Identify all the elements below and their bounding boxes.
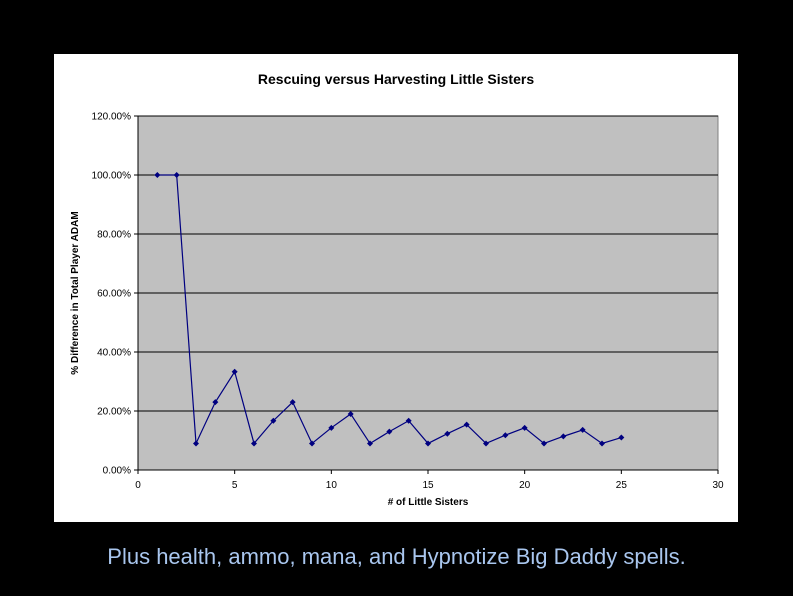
y-tick-label: 0.00% bbox=[103, 466, 131, 477]
data-point bbox=[425, 440, 431, 447]
plot-area: 0.00% 20.00% 40.00% 60.00% 80.00% 100.00% 120.… bbox=[92, 112, 724, 492]
data-point bbox=[483, 440, 489, 447]
data-point bbox=[367, 440, 373, 447]
x-tick-label: 30 bbox=[712, 480, 724, 491]
chart-title: Rescuing versus Harvesting Little Sister… bbox=[258, 71, 534, 87]
data-point bbox=[560, 433, 567, 440]
chart: Rescuing versus Harvesting Little Sister… bbox=[70, 71, 724, 508]
x-tick-label: 0 bbox=[135, 480, 141, 491]
x-tick-label: 20 bbox=[519, 480, 531, 491]
y-tick-label: 120.00% bbox=[92, 112, 132, 123]
y-tick-label: 80.00% bbox=[97, 230, 131, 241]
data-point bbox=[541, 440, 547, 447]
data-point bbox=[154, 172, 161, 178]
data-point bbox=[444, 430, 451, 437]
chart-card: Rescuing versus Harvesting Little Sister… bbox=[54, 54, 738, 522]
data-point bbox=[309, 440, 315, 447]
y-tick-label: 40.00% bbox=[97, 348, 131, 359]
data-point bbox=[270, 417, 277, 424]
y-tick-label: 100.00% bbox=[92, 171, 132, 182]
data-point bbox=[251, 440, 257, 447]
data-point bbox=[463, 421, 470, 428]
data-point bbox=[386, 428, 393, 435]
data-point bbox=[579, 426, 586, 433]
data-point bbox=[289, 399, 296, 406]
data-point bbox=[618, 434, 625, 441]
x-tick-label: 15 bbox=[422, 480, 434, 491]
x-tick-label: 10 bbox=[326, 480, 338, 491]
x-tick-label: 25 bbox=[616, 480, 628, 491]
data-point bbox=[173, 172, 180, 178]
x-tick-label: 5 bbox=[232, 480, 238, 491]
data-point bbox=[328, 424, 335, 431]
data-point bbox=[347, 410, 354, 417]
y-axis-label: % Difference in Total Player ADAM bbox=[70, 211, 81, 374]
data-point bbox=[212, 399, 219, 406]
data-point bbox=[521, 424, 528, 431]
slide-caption: Plus health, ammo, mana, and Hypnotize B… bbox=[107, 544, 686, 569]
data-point bbox=[599, 440, 605, 447]
data-point bbox=[231, 368, 238, 375]
data-point bbox=[405, 417, 412, 424]
data-point bbox=[193, 440, 199, 447]
y-tick-label: 60.00% bbox=[97, 289, 131, 300]
x-axis-label: # of Little Sisters bbox=[388, 497, 469, 508]
data-point bbox=[502, 432, 509, 439]
y-tick-label: 20.00% bbox=[97, 407, 131, 418]
